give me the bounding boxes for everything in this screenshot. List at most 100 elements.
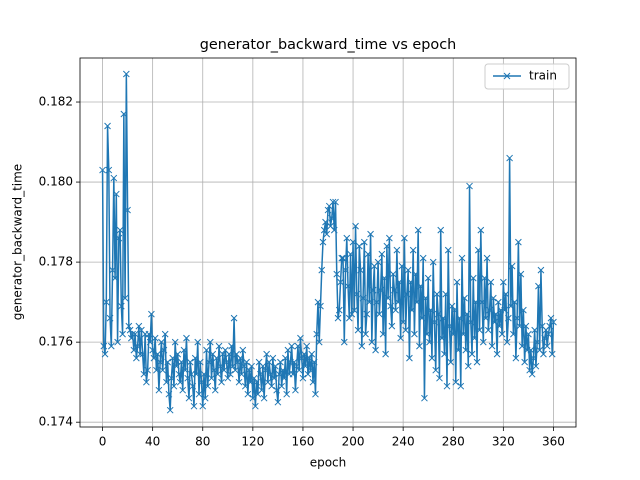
data-point	[543, 342, 551, 350]
data-point	[268, 382, 275, 390]
data-point	[153, 366, 160, 374]
data-point	[185, 394, 193, 402]
data-point	[458, 254, 466, 262]
data-point	[518, 342, 526, 350]
data-point	[278, 382, 286, 390]
data-point	[224, 374, 232, 382]
data-point	[448, 302, 456, 310]
data-point	[219, 350, 227, 358]
data-point	[459, 330, 467, 338]
data-point	[511, 298, 518, 306]
data-point	[493, 350, 501, 358]
data-point	[347, 250, 354, 258]
data-point	[131, 330, 139, 338]
data-point	[474, 246, 482, 254]
data-point	[334, 314, 342, 322]
data-point	[258, 386, 265, 394]
y-axis-label: generator_backward_time	[11, 164, 25, 320]
data-point	[248, 362, 255, 370]
data-point	[313, 330, 321, 338]
data-point	[423, 330, 431, 338]
data-point	[530, 354, 537, 362]
data-point	[378, 250, 386, 258]
data-point	[446, 322, 453, 330]
data-point	[101, 350, 109, 358]
data-point	[522, 322, 530, 330]
data-point	[374, 258, 382, 266]
data-point	[388, 322, 396, 330]
data-point	[129, 330, 136, 338]
data-point	[119, 330, 126, 338]
data-point	[189, 382, 197, 390]
x-axis-label: epoch	[310, 456, 347, 470]
x-tick-label: 240	[392, 435, 415, 449]
data-point	[364, 250, 372, 258]
data-point	[154, 350, 162, 358]
data-point	[350, 306, 358, 314]
data-point	[369, 286, 377, 294]
data-point	[277, 358, 284, 366]
data-point	[146, 338, 154, 346]
data-point	[250, 374, 258, 382]
data-point	[500, 278, 507, 286]
data-point	[398, 262, 406, 270]
data-point	[482, 314, 490, 322]
data-point	[149, 346, 156, 354]
data-point	[344, 282, 352, 290]
data-point	[419, 254, 427, 262]
y-tick-label: 0.174	[39, 415, 73, 429]
data-point	[318, 266, 326, 274]
data-point	[201, 394, 209, 402]
data-point	[483, 254, 491, 262]
data-point	[282, 354, 289, 362]
data-point	[139, 350, 146, 358]
data-point	[279, 366, 287, 374]
data-point	[442, 290, 450, 298]
data-point	[489, 294, 497, 302]
data-point	[228, 342, 235, 350]
data-point	[191, 354, 199, 362]
data-point	[181, 366, 189, 374]
y-tick-label: 0.180	[39, 175, 73, 189]
data-point	[205, 358, 213, 366]
data-point	[225, 350, 233, 358]
data-point	[451, 306, 458, 314]
data-point	[231, 366, 239, 374]
data-point	[537, 266, 545, 274]
data-point	[160, 346, 168, 354]
data-point	[488, 342, 496, 350]
data-point	[394, 298, 402, 306]
data-point	[409, 246, 417, 254]
data-point	[324, 206, 332, 214]
data-point	[428, 354, 436, 362]
data-point	[520, 306, 527, 314]
data-point	[329, 198, 337, 206]
data-point	[437, 226, 445, 234]
data-point	[226, 370, 234, 378]
data-point	[170, 382, 178, 390]
data-point	[373, 298, 381, 306]
data-point	[173, 362, 180, 370]
data-point	[414, 226, 422, 234]
data-point	[407, 278, 415, 286]
data-point	[533, 338, 541, 346]
data-point	[269, 354, 277, 362]
data-point	[393, 246, 401, 254]
data-point	[355, 242, 363, 250]
data-point	[302, 362, 309, 370]
data-point	[506, 154, 513, 162]
data-point	[340, 338, 348, 346]
data-point	[294, 342, 302, 350]
data-point	[418, 314, 426, 322]
data-point	[215, 342, 223, 350]
data-point	[492, 310, 500, 318]
data-point	[457, 382, 465, 390]
data-point	[363, 310, 371, 318]
data-point	[297, 334, 304, 342]
data-point	[467, 318, 475, 326]
data-point	[477, 226, 485, 234]
data-point	[381, 274, 388, 282]
data-point	[218, 378, 225, 386]
data-point	[461, 294, 468, 302]
data-point	[308, 350, 316, 358]
